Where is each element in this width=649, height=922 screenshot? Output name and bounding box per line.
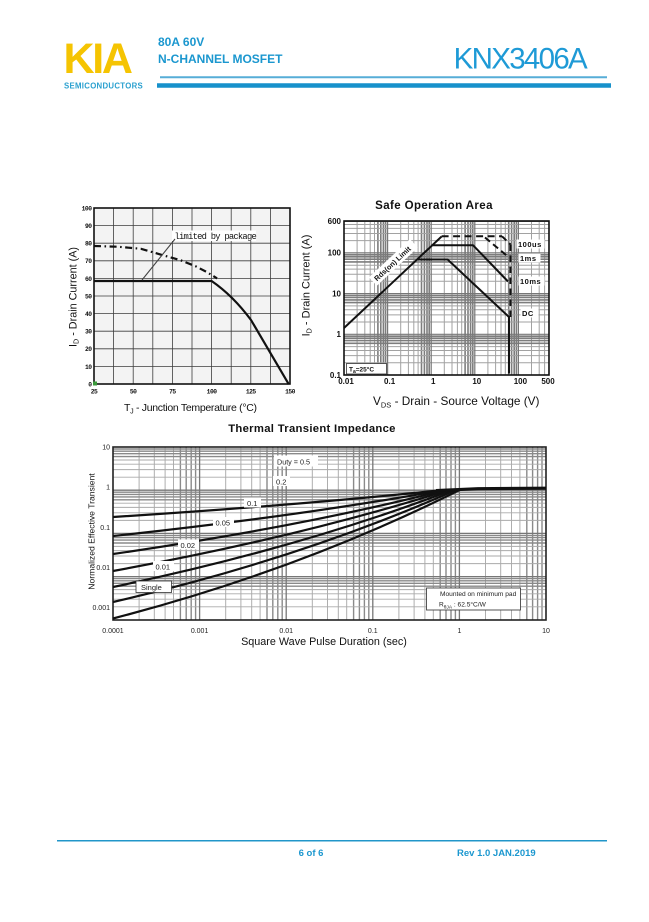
svg-text:0.01: 0.01	[338, 377, 354, 386]
svg-text:30: 30	[85, 329, 92, 336]
svg-text:0: 0	[88, 381, 92, 388]
svg-text:ID - Drain Current (A): ID - Drain Current (A)	[301, 235, 314, 337]
svg-text:0.01: 0.01	[279, 628, 293, 635]
svg-text:Mounted on minimum pad: Mounted on minimum pad	[440, 591, 517, 598]
svg-text:1: 1	[431, 377, 436, 386]
svg-text:0.05: 0.05	[216, 519, 231, 528]
svg-text:VDS - Drain - Source Voltage (: VDS - Drain - Source Voltage (V)	[373, 394, 540, 410]
svg-text:0.01: 0.01	[156, 563, 171, 572]
svg-text:1: 1	[106, 485, 110, 492]
svg-text:0.1: 0.1	[330, 371, 342, 380]
svg-text:40: 40	[85, 311, 92, 318]
svg-text:25: 25	[91, 389, 98, 396]
svg-text:80: 80	[85, 241, 92, 248]
svg-text:100: 100	[82, 205, 93, 212]
svg-text:Safe Operation Area: Safe Operation Area	[375, 200, 493, 212]
svg-text:10ms: 10ms	[520, 277, 541, 286]
svg-text:limited by package: limited by package	[175, 232, 257, 242]
svg-text:10: 10	[472, 377, 481, 386]
svg-text:Thermal Transient Impedance: Thermal Transient Impedance	[228, 423, 396, 435]
svg-text:20: 20	[85, 346, 92, 353]
svg-text:100: 100	[328, 249, 342, 258]
svg-text:Normalized Effective Transient: Normalized Effective Transient	[87, 473, 97, 590]
svg-text:0.001: 0.001	[191, 628, 209, 635]
svg-text:Duty = 0.5: Duty = 0.5	[277, 458, 310, 467]
svg-text:0.1: 0.1	[384, 377, 396, 386]
svg-text:RθJA : 62.5°C/W: RθJA : 62.5°C/W	[439, 601, 487, 611]
svg-text:0.2: 0.2	[276, 478, 286, 487]
svg-text:600: 600	[328, 217, 342, 226]
svg-text:N-CHANNEL MOSFET: N-CHANNEL MOSFET	[158, 52, 283, 66]
svg-text:90: 90	[85, 223, 92, 230]
svg-text:75: 75	[169, 389, 176, 396]
svg-text:DC: DC	[522, 309, 534, 318]
svg-text:Single: Single	[141, 583, 162, 592]
svg-text:Square Wave Pulse Duration (se: Square Wave Pulse Duration (sec)	[241, 636, 407, 648]
svg-text:1ms: 1ms	[520, 254, 537, 263]
svg-text:1: 1	[457, 628, 461, 635]
svg-text:Ta=25°C: Ta=25°C	[349, 366, 374, 376]
svg-text:10: 10	[102, 444, 110, 451]
svg-text:0.001: 0.001	[92, 605, 110, 612]
svg-text:100: 100	[207, 389, 218, 396]
svg-text:500: 500	[541, 377, 555, 386]
svg-text:KNX3406A: KNX3406A	[454, 43, 588, 76]
svg-text:0.1: 0.1	[100, 525, 110, 532]
svg-text:10: 10	[85, 364, 92, 371]
svg-text:0.01: 0.01	[96, 565, 110, 572]
svg-text:6 of 6: 6 of 6	[299, 848, 324, 859]
svg-text:70: 70	[85, 258, 92, 265]
svg-text:TJ - Junction Temperature (°C): TJ - Junction Temperature (°C)	[124, 402, 257, 416]
svg-text:80A 60V: 80A 60V	[158, 35, 204, 49]
svg-text:1: 1	[337, 330, 342, 339]
svg-text:0.1: 0.1	[247, 499, 257, 508]
svg-text:ID - Drain Current (A): ID - Drain Current (A)	[68, 247, 81, 347]
svg-text:100us: 100us	[518, 240, 542, 249]
svg-text:10: 10	[542, 628, 550, 635]
svg-text:0.0001: 0.0001	[102, 628, 124, 635]
svg-text:150: 150	[285, 389, 296, 396]
svg-text:10: 10	[332, 289, 341, 298]
svg-text:KIA: KIA	[64, 35, 132, 83]
svg-text:50: 50	[85, 293, 92, 300]
svg-text:125: 125	[246, 389, 257, 396]
svg-text:100: 100	[514, 377, 528, 386]
svg-text:50: 50	[130, 389, 137, 396]
svg-text:SEMICONDUCTORS: SEMICONDUCTORS	[64, 82, 143, 91]
svg-text:60: 60	[85, 276, 92, 283]
svg-text:0.1: 0.1	[368, 628, 378, 635]
svg-text:0.02: 0.02	[181, 541, 196, 550]
svg-text:Rev 1.0 JAN.2019: Rev 1.0 JAN.2019	[457, 848, 536, 859]
